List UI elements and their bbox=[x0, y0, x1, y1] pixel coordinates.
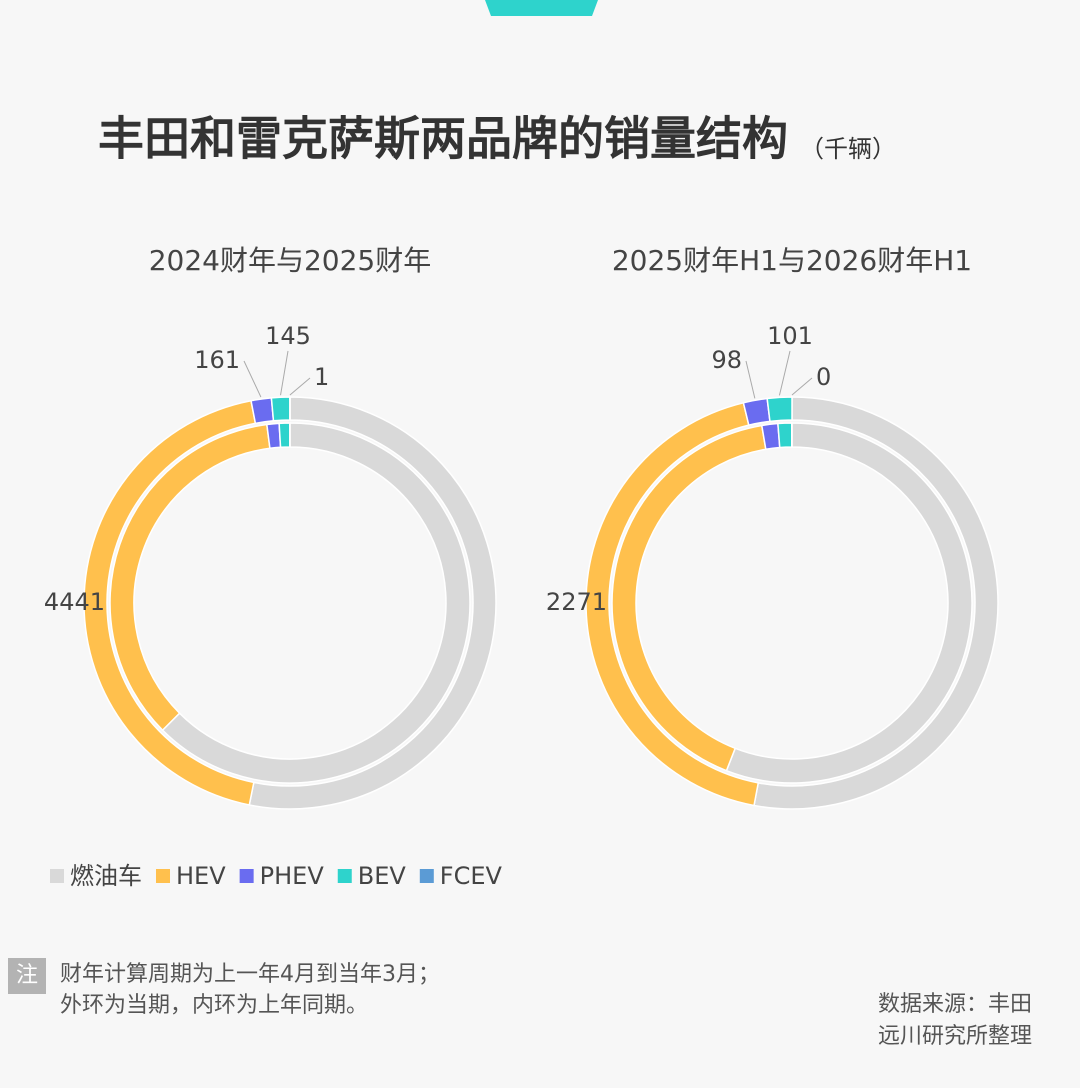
donut-segment bbox=[265, 422, 282, 450]
legend-label: HEV bbox=[176, 862, 226, 890]
data-label: 161 bbox=[194, 346, 240, 374]
legend-label: PHEV bbox=[260, 862, 325, 890]
donut-segment bbox=[766, 396, 793, 423]
donut-segment bbox=[161, 422, 471, 784]
data-label: 1 bbox=[314, 363, 329, 391]
donut-segment bbox=[270, 396, 291, 422]
note-line: 外环为当期，内环为上年同期。 bbox=[60, 993, 368, 1018]
data-label: 98 bbox=[711, 346, 742, 374]
legend-label: FCEV bbox=[440, 862, 503, 890]
page-title: 丰田和雷克萨斯两品牌的销量结构 bbox=[98, 112, 788, 166]
donut-segment bbox=[278, 422, 291, 449]
leader-line bbox=[745, 360, 756, 399]
legend-label: BEV bbox=[358, 862, 407, 890]
legend-swatch bbox=[156, 869, 170, 883]
chart-title: 2024财年与2025财年 bbox=[149, 244, 432, 277]
data-label: 101 bbox=[767, 322, 813, 350]
donut-segment bbox=[777, 422, 793, 449]
data-label: 0 bbox=[816, 363, 831, 391]
data-label: 4441 bbox=[44, 588, 105, 616]
legend-swatch bbox=[50, 869, 64, 883]
top-tab bbox=[485, 0, 598, 16]
data-label: 2271 bbox=[546, 588, 607, 616]
leader-line bbox=[280, 350, 289, 396]
chart-title: 2025财年H1与2026财年H1 bbox=[612, 244, 972, 277]
leader-line bbox=[778, 350, 791, 396]
leader-line bbox=[243, 360, 262, 398]
note-badge bbox=[8, 958, 46, 994]
legend-swatch bbox=[337, 869, 352, 883]
legend-swatch bbox=[239, 869, 254, 883]
donut-segment bbox=[742, 397, 771, 427]
note-label: 注 bbox=[16, 963, 38, 988]
data-label: 145 bbox=[265, 322, 311, 350]
legend-swatch bbox=[419, 869, 434, 883]
note-line: 财年计算周期为上一年4月到当年3月； bbox=[60, 962, 440, 987]
donut-segment bbox=[760, 422, 781, 451]
source: 远川研究所整理 bbox=[878, 1024, 1032, 1049]
donut-segment bbox=[250, 397, 275, 425]
leader-line bbox=[791, 377, 813, 396]
source: 数据来源：丰田 bbox=[878, 992, 1032, 1017]
unit: （千辆） bbox=[800, 135, 896, 163]
legend-label: 燃油车 bbox=[70, 862, 142, 890]
leader-line bbox=[289, 377, 311, 396]
